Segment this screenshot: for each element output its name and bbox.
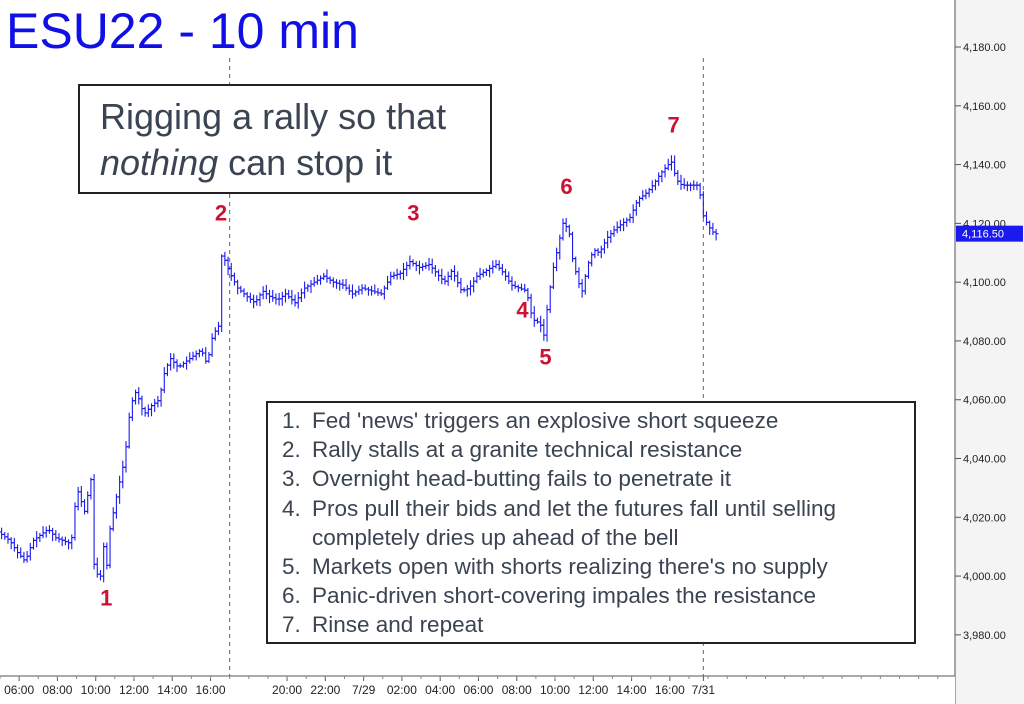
note-item: 4. Pros pull their bids and let the futur… — [282, 494, 914, 552]
y-axis-panel — [955, 0, 1024, 704]
note-text: Overnight head-butting fails to penetrat… — [312, 466, 732, 492]
y-tick-label: 4,020.00 — [963, 512, 1006, 524]
y-tick-label: 4,140.00 — [963, 160, 1006, 172]
notes-list: 1. Fed 'news' triggers an explosive short… — [282, 406, 914, 640]
x-tick-label: 08:00 — [42, 683, 72, 697]
x-tick-label: 12:00 — [119, 683, 149, 697]
wave-label: 1 — [100, 585, 112, 610]
chart-title: ESU22 - 10 min — [6, 3, 359, 59]
note-number: 1. — [282, 408, 301, 433]
callout-box: Rigging a rally so that nothing can stop… — [78, 84, 492, 194]
x-tick-label: 06:00 — [4, 683, 34, 697]
note-number: 4. — [282, 495, 301, 521]
x-tick-label: 14:00 — [617, 683, 647, 697]
note-text: Fed 'news' triggers an explosive short s… — [312, 408, 779, 433]
y-tick-label: 4,080.00 — [963, 336, 1006, 348]
note-text: Markets open with shorts realizing there… — [312, 554, 828, 580]
x-tick-label: 06:00 — [463, 683, 493, 697]
y-tick-label: 3,980.00 — [963, 630, 1006, 642]
note-number: 3. — [282, 466, 301, 492]
note-text: Rally stalls at a granite technical resi… — [312, 437, 743, 463]
note-text: Panic-driven short-covering impales the … — [312, 583, 816, 609]
note-item: 1. Fed 'news' triggers an explosive short… — [282, 406, 914, 435]
wave-label: 7 — [668, 112, 680, 137]
last-price-label: 4,116.50 — [962, 229, 1004, 241]
note-text: Rinse and repeat — [312, 612, 484, 638]
x-tick-label: 22:00 — [310, 683, 340, 697]
callout-line-2-rest: can stop it — [218, 142, 393, 183]
x-tick-label: 04:00 — [425, 683, 455, 697]
note-item: 2. Rally stalls at a granite technical re… — [282, 435, 914, 464]
x-tick-label: 20:00 — [272, 683, 302, 697]
y-tick-label: 4,100.00 — [963, 277, 1006, 289]
x-tick-label: 16:00 — [196, 683, 226, 697]
note-item: 5. Markets open with shorts realizing the… — [282, 552, 914, 581]
x-tick-label: 10:00 — [81, 683, 111, 697]
x-tick-label: 02:00 — [387, 683, 417, 697]
note-text: Pros pull their bids and let the futures… — [312, 495, 837, 550]
x-axis-panel — [0, 676, 955, 704]
callout-line-1: Rigging a rally so that — [100, 96, 447, 137]
note-item: 6. Panic-driven short-covering impales th… — [282, 581, 914, 610]
notes-box: 1. Fed 'news' triggers an explosive short… — [266, 401, 916, 644]
note-number: 6. — [282, 583, 301, 609]
note-item: 3. Overnight head-butting fails to penetr… — [282, 464, 914, 493]
x-tick-label: 14:00 — [157, 683, 187, 697]
wave-label: 3 — [407, 200, 419, 225]
note-number: 7. — [282, 612, 301, 638]
y-tick-label: 4,060.00 — [963, 395, 1006, 407]
wave-label: 4 — [516, 297, 529, 322]
x-tick-label: 10:00 — [540, 683, 570, 697]
wave-label: 6 — [560, 174, 572, 199]
note-number: 5. — [282, 554, 301, 580]
y-tick-label: 4,000.00 — [963, 571, 1006, 583]
note-number: 2. — [282, 437, 301, 463]
last-price-tag — [956, 225, 1023, 242]
x-tick-label: 7/29 — [352, 683, 376, 697]
x-tick-label: 7/31 — [692, 683, 716, 697]
callout-line-2: nothing can stop it — [100, 140, 490, 186]
y-tick-label: 4,160.00 — [963, 101, 1006, 113]
y-tick-label: 4,180.00 — [963, 42, 1006, 54]
wave-label: 5 — [539, 344, 551, 369]
callout-emphasis: nothing — [100, 142, 219, 183]
y-tick-label: 4,040.00 — [963, 454, 1006, 466]
x-tick-label: 12:00 — [578, 683, 608, 697]
wave-label: 2 — [215, 200, 227, 225]
x-tick-label: 08:00 — [502, 683, 532, 697]
x-tick-label: 16:00 — [655, 683, 685, 697]
note-item: 7. Rinse and repeat — [282, 610, 914, 639]
